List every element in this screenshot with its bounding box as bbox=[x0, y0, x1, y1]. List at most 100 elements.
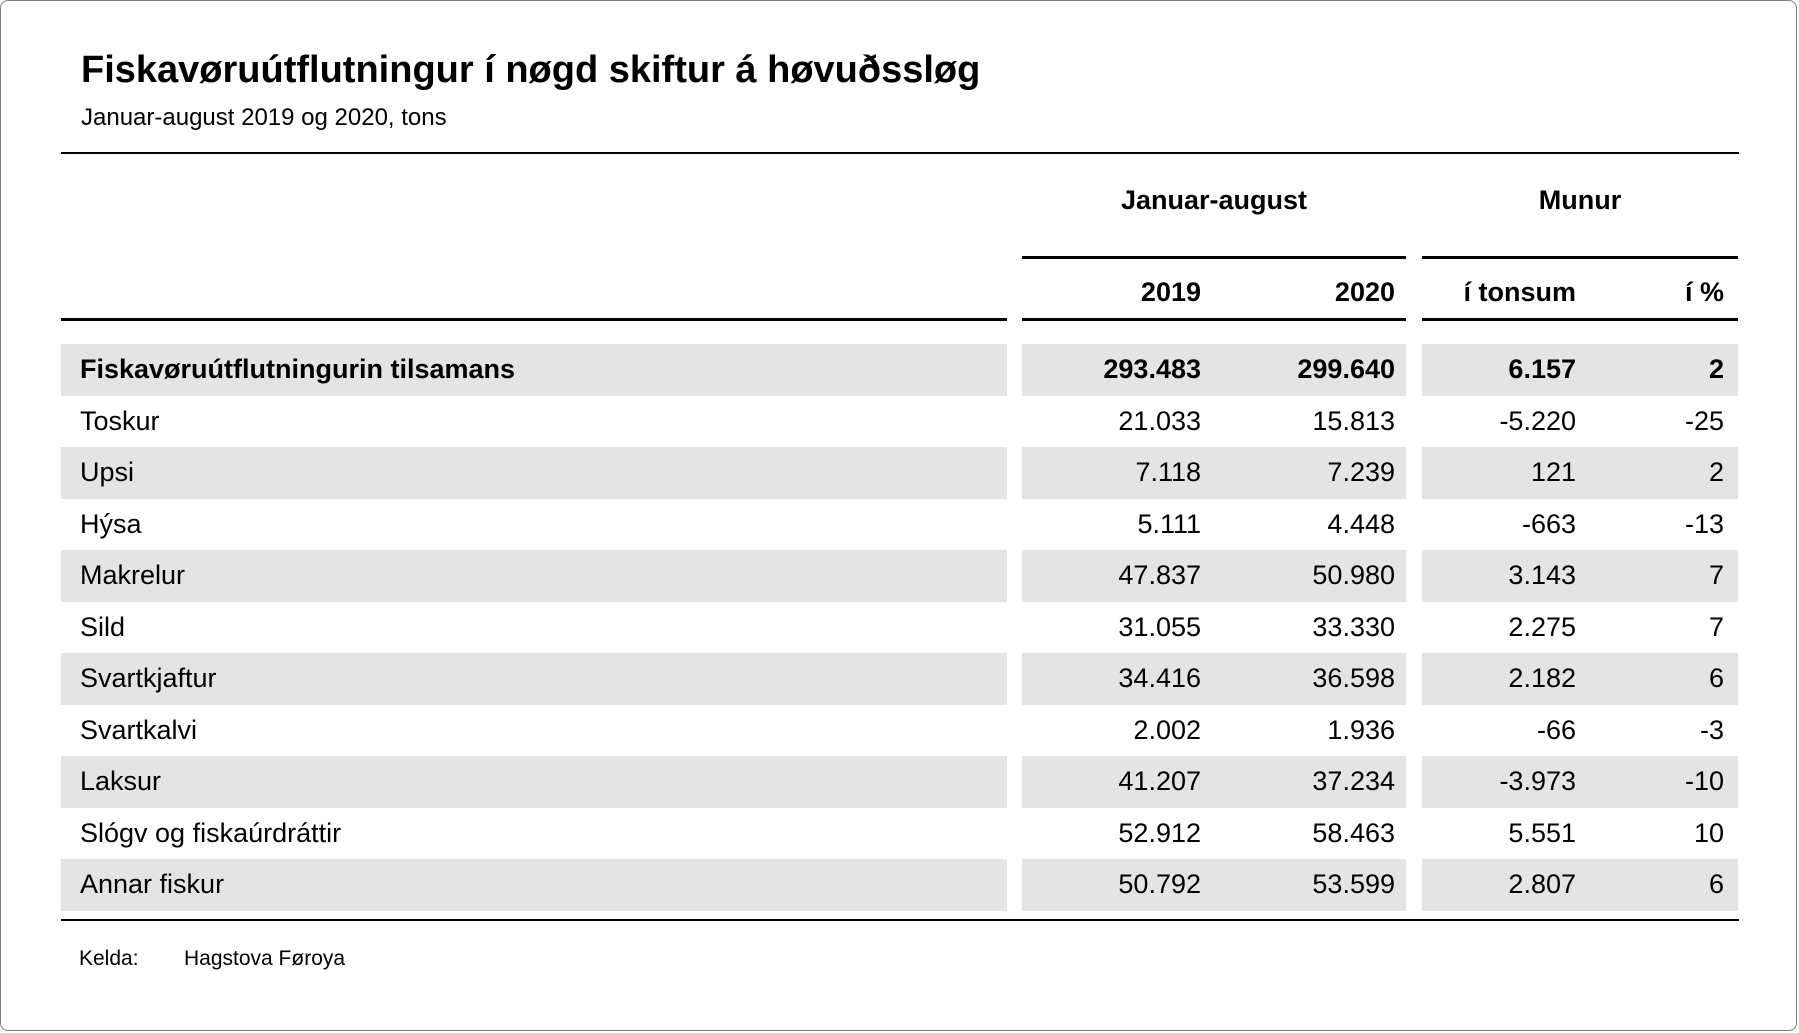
difference-values-block: 121 2 bbox=[1422, 447, 1738, 499]
column-gap bbox=[1406, 344, 1422, 396]
difference-values-block: -66 -3 bbox=[1422, 705, 1738, 757]
row-label: Upsi bbox=[61, 447, 1007, 499]
table-row: Svartkjaftur 34.416 36.598 2.182 6 bbox=[61, 653, 1739, 705]
cell-diff-pct: 10 bbox=[1693, 817, 1724, 848]
year-values-block: 34.416 36.598 bbox=[1022, 653, 1406, 705]
table-row: Annar fiskur 50.792 53.599 2.807 6 bbox=[61, 859, 1739, 911]
column-gap bbox=[1406, 550, 1422, 602]
cell-2019: 21.033 bbox=[1118, 405, 1201, 436]
column-header-2020: 2020 bbox=[1334, 277, 1395, 307]
year-values-block: 52.912 58.463 bbox=[1022, 808, 1406, 860]
cell-diff-pct: 6 bbox=[1708, 663, 1724, 694]
cell-2019: 41.207 bbox=[1118, 766, 1201, 797]
group-header-januar-august: Januar-august bbox=[1120, 185, 1308, 215]
cell-2020: 1.936 bbox=[1327, 714, 1395, 745]
column-gap bbox=[1007, 602, 1022, 654]
table-row: Makrelur 47.837 50.980 3.143 7 bbox=[61, 550, 1739, 602]
cell-2020: 7.239 bbox=[1327, 457, 1395, 488]
cell-2020: 15.813 bbox=[1312, 405, 1395, 436]
difference-values-block: 3.143 7 bbox=[1422, 550, 1738, 602]
difference-values-block: 2.275 7 bbox=[1422, 602, 1738, 654]
cell-diff-tons: 2.182 bbox=[1508, 663, 1576, 694]
difference-values-block: 2.182 6 bbox=[1422, 653, 1738, 705]
cell-2019: 31.055 bbox=[1118, 611, 1201, 642]
column-gap bbox=[1406, 705, 1422, 757]
column-gap bbox=[1007, 705, 1022, 757]
column-gap bbox=[1007, 756, 1022, 808]
cell-diff-pct: 2 bbox=[1708, 354, 1724, 385]
column-gap bbox=[1007, 653, 1022, 705]
cell-2019: 2.002 bbox=[1133, 714, 1201, 745]
table-row: Fiskavøruútflutningurin tilsamans 293.48… bbox=[61, 344, 1739, 396]
cell-2020: 299.640 bbox=[1297, 354, 1395, 385]
column-gap bbox=[1406, 447, 1422, 499]
cell-diff-pct: -3 bbox=[1699, 714, 1724, 745]
year-values-block: 50.792 53.599 bbox=[1022, 859, 1406, 911]
column-gap bbox=[1007, 550, 1022, 602]
year-values-block: 2.002 1.936 bbox=[1022, 705, 1406, 757]
row-label: Hýsa bbox=[80, 508, 142, 539]
row-label: Annar fiskur bbox=[61, 859, 1007, 911]
cell-2020: 50.980 bbox=[1312, 560, 1395, 591]
row-label: Fiskavøruútflutningurin tilsamans bbox=[61, 344, 1007, 396]
source-label: Kelda: bbox=[79, 947, 139, 970]
cell-diff-tons: 2.275 bbox=[1508, 611, 1576, 642]
column-gap bbox=[1406, 602, 1422, 654]
column-gap bbox=[1406, 808, 1422, 860]
cell-diff-tons: 6.157 bbox=[1508, 354, 1576, 385]
row-label: Sild bbox=[80, 611, 126, 642]
header-underline-label-column bbox=[61, 318, 1007, 321]
table-row: Hýsa 5.111 4.448 -663 -13 bbox=[61, 499, 1739, 551]
column-header-i-prosent: í % bbox=[1684, 277, 1724, 307]
year-values-block: 47.837 50.980 bbox=[1022, 550, 1406, 602]
group-header-munur: Munur bbox=[1538, 185, 1622, 215]
cell-diff-pct: 6 bbox=[1708, 869, 1724, 900]
row-label: Laksur bbox=[61, 756, 1007, 808]
header-underline-munur-columns bbox=[1422, 318, 1738, 321]
cell-diff-tons: 3.143 bbox=[1508, 560, 1576, 591]
cell-2020: 58.463 bbox=[1312, 817, 1395, 848]
page-subtitle: Januar-august 2019 og 2020, tons bbox=[81, 104, 447, 131]
source-value: Hagstova Føroya bbox=[184, 947, 346, 970]
cell-diff-tons: -66 bbox=[1536, 714, 1576, 745]
year-values-block: 21.033 15.813 bbox=[1022, 396, 1406, 448]
difference-values-block: -663 -13 bbox=[1422, 499, 1738, 551]
cell-2020: 53.599 bbox=[1312, 869, 1395, 900]
cell-2020: 37.234 bbox=[1312, 766, 1395, 797]
cell-2019: 52.912 bbox=[1118, 817, 1201, 848]
column-header-i-tonsum: í tonsum bbox=[1463, 277, 1577, 307]
table-row: Toskur 21.033 15.813 -5.220 -25 bbox=[61, 396, 1739, 448]
year-values-block: 7.118 7.239 bbox=[1022, 447, 1406, 499]
year-values-block: 41.207 37.234 bbox=[1022, 756, 1406, 808]
column-gap bbox=[1406, 396, 1422, 448]
cell-2019: 47.837 bbox=[1118, 560, 1201, 591]
group-underline-munur bbox=[1422, 256, 1738, 259]
column-gap bbox=[1007, 808, 1022, 860]
row-label: Slógv og fiskaúrdráttir bbox=[80, 817, 342, 848]
cell-2019: 7.118 bbox=[1135, 457, 1201, 488]
header-underline-year-columns bbox=[1022, 318, 1406, 321]
column-gap bbox=[1406, 653, 1422, 705]
cell-2020: 33.330 bbox=[1312, 611, 1395, 642]
table-row: Upsi 7.118 7.239 121 2 bbox=[61, 447, 1739, 499]
difference-values-block: 2.807 6 bbox=[1422, 859, 1738, 911]
column-gap bbox=[1007, 396, 1022, 448]
cell-diff-tons: -663 bbox=[1521, 508, 1576, 539]
difference-values-block: 6.157 2 bbox=[1422, 344, 1738, 396]
cell-diff-pct: 7 bbox=[1708, 560, 1724, 591]
column-gap bbox=[1406, 756, 1422, 808]
cell-2020: 4.448 bbox=[1327, 508, 1395, 539]
row-label: Makrelur bbox=[61, 550, 1007, 602]
row-label: Toskur bbox=[80, 405, 160, 436]
cell-2020: 36.598 bbox=[1312, 663, 1395, 694]
column-gap bbox=[1406, 859, 1422, 911]
group-underline-januar-august bbox=[1022, 256, 1406, 259]
table-row: Laksur 41.207 37.234 -3.973 -10 bbox=[61, 756, 1739, 808]
row-label: Svartkalvi bbox=[80, 714, 198, 745]
year-values-block: 293.483 299.640 bbox=[1022, 344, 1406, 396]
table-body: Fiskavøruútflutningurin tilsamans 293.48… bbox=[61, 344, 1739, 911]
column-header-2019: 2019 bbox=[1140, 277, 1201, 307]
cell-2019: 50.792 bbox=[1118, 869, 1201, 900]
table-row: Sild 31.055 33.330 2.275 7 bbox=[61, 602, 1739, 654]
